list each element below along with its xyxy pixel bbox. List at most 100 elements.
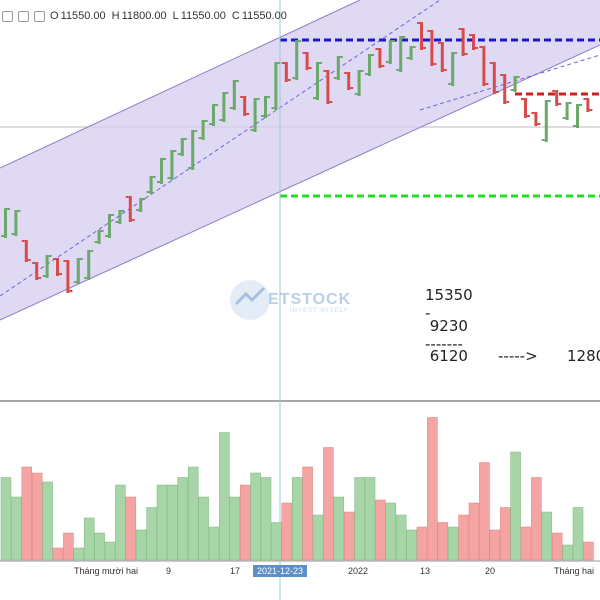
annotation-9230[interactable]: 9230: [425, 317, 468, 335]
channel-median-line[interactable]: [0, 0, 441, 297]
ohlc-bar[interactable]: [271, 62, 281, 110]
volume-bar[interactable]: [31, 472, 43, 561]
ohlc-bar[interactable]: [458, 28, 468, 56]
volume-bar[interactable]: [219, 432, 230, 561]
ohlc-bar[interactable]: [261, 96, 270, 118]
ohlc-bar[interactable]: [281, 62, 291, 82]
volume-bar[interactable]: [583, 541, 594, 561]
volume-bar[interactable]: [229, 496, 241, 561]
ohlc-bar[interactable]: [375, 48, 385, 68]
ohlc-bar[interactable]: [219, 92, 229, 122]
annotation-divider[interactable]: -------: [425, 335, 463, 353]
ohlc-bar[interactable]: [177, 138, 187, 156]
ohlc-bar[interactable]: [562, 102, 572, 120]
volume-bar[interactable]: [250, 472, 261, 561]
volume-bar[interactable]: [551, 532, 563, 561]
volume-bar[interactable]: [499, 507, 511, 561]
volume-bar[interactable]: [208, 526, 220, 561]
volume-bar[interactable]: [177, 477, 189, 561]
volume-bar[interactable]: [489, 529, 501, 561]
ohlc-bar[interactable]: [427, 30, 437, 66]
ohlc-bar[interactable]: [167, 150, 177, 180]
volume-bar[interactable]: [333, 496, 345, 561]
volume-bar[interactable]: [167, 484, 178, 561]
ohlc-bar[interactable]: [250, 98, 260, 132]
ohlc-bar[interactable]: [583, 98, 593, 112]
volume-bar[interactable]: [343, 511, 355, 561]
volume-bar[interactable]: [572, 507, 584, 561]
ohlc-bar[interactable]: [365, 54, 374, 76]
volume-bar[interactable]: [291, 477, 303, 561]
ohlc-bar[interactable]: [344, 72, 354, 90]
ohlc-bar[interactable]: [21, 240, 31, 262]
ohlc-bar[interactable]: [521, 98, 530, 118]
volume-bar[interactable]: [375, 499, 386, 561]
volume-bar[interactable]: [385, 502, 397, 561]
volume-bar[interactable]: [125, 496, 137, 561]
volume-bar[interactable]: [52, 547, 64, 561]
channel-upper-line[interactable]: [0, 0, 361, 169]
volume-bar[interactable]: [260, 477, 272, 561]
volume-bar[interactable]: [416, 526, 428, 561]
volume-bar[interactable]: [458, 514, 469, 561]
volume-bar[interactable]: [135, 529, 147, 561]
ohlc-bar[interactable]: [1, 208, 10, 238]
volume-bar[interactable]: [63, 532, 74, 561]
annotation-1280[interactable]: 1280: [567, 347, 600, 365]
volume-bar[interactable]: [562, 544, 573, 561]
volume-bar[interactable]: [541, 511, 553, 561]
ohlc-bar[interactable]: [146, 176, 156, 194]
volume-bar[interactable]: [395, 514, 407, 561]
ohlc-bar[interactable]: [541, 100, 551, 142]
volume-bar[interactable]: [406, 529, 417, 561]
ohlc-bar[interactable]: [292, 40, 302, 80]
ohlc-bar[interactable]: [42, 255, 52, 278]
ohlc-bar[interactable]: [323, 70, 333, 104]
ohlc-bar[interactable]: [469, 34, 478, 50]
close-icon[interactable]: [18, 10, 29, 22]
annotation-15350[interactable]: 15350: [425, 286, 473, 304]
volume-bar[interactable]: [187, 466, 199, 561]
settings-icon[interactable]: [2, 10, 13, 22]
volume-bar[interactable]: [531, 477, 542, 561]
volume-bar[interactable]: [239, 484, 251, 561]
regression-channel[interactable]: [0, 0, 600, 320]
volume-bar[interactable]: [479, 462, 490, 561]
volume-bar[interactable]: [302, 466, 313, 561]
ohlc-bars[interactable]: [1, 22, 593, 293]
volume-bar[interactable]: [427, 417, 438, 561]
volume-bar[interactable]: [146, 507, 157, 561]
volume-bar[interactable]: [11, 496, 22, 561]
ohlc-bar[interactable]: [417, 22, 426, 50]
volume-bar[interactable]: [73, 547, 85, 561]
volume-bar[interactable]: [468, 502, 480, 561]
annotation-6120[interactable]: 6120: [425, 347, 468, 365]
volume-bar[interactable]: [437, 522, 449, 561]
ohlc-bar[interactable]: [354, 70, 364, 96]
ohlc-bar[interactable]: [63, 260, 73, 293]
volume-bar[interactable]: [104, 541, 116, 561]
ohlc-bar[interactable]: [188, 130, 198, 170]
ohlc-bar[interactable]: [531, 112, 541, 126]
channel-lower-line[interactable]: [0, 44, 600, 321]
ohlc-bar[interactable]: [198, 120, 208, 140]
ohlc-bar[interactable]: [333, 56, 343, 80]
volume-bar[interactable]: [42, 481, 53, 561]
volume-bar[interactable]: [510, 451, 521, 561]
ohlc-bar[interactable]: [489, 62, 499, 94]
volume-bar[interactable]: [271, 522, 282, 561]
ohlc-bar[interactable]: [105, 214, 114, 238]
ohlc-bar[interactable]: [313, 62, 322, 100]
ohlc-bar[interactable]: [500, 74, 510, 104]
ohlc-bar[interactable]: [94, 230, 104, 244]
ohlc-bar[interactable]: [84, 250, 94, 280]
ohlc-bar[interactable]: [157, 158, 166, 184]
ohlc-bar[interactable]: [240, 96, 250, 116]
volume-bar[interactable]: [0, 477, 12, 561]
ohlc-bar[interactable]: [53, 258, 62, 276]
volume-bar[interactable]: [21, 466, 33, 561]
ohlc-bar[interactable]: [302, 52, 312, 70]
annotation-arrow[interactable]: ----->: [498, 347, 538, 365]
annotation-minus[interactable]: -: [425, 304, 431, 322]
